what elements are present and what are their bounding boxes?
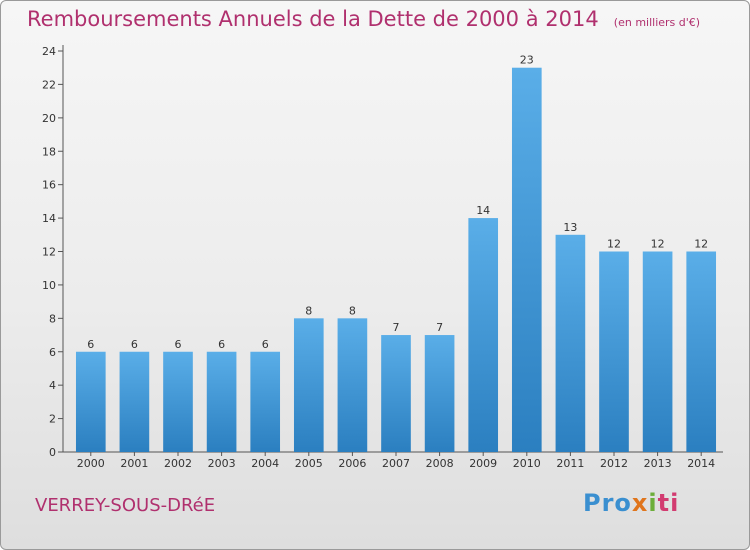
- bar: [119, 351, 150, 452]
- data-label: 6: [262, 338, 269, 351]
- logo-part-2: x: [631, 489, 649, 517]
- x-tick-label: 2005: [295, 457, 323, 470]
- x-tick-label: 2012: [600, 457, 628, 470]
- bar: [206, 351, 237, 452]
- data-label: 7: [436, 321, 443, 334]
- y-tick-label: 10: [42, 279, 56, 292]
- bar: [337, 318, 368, 452]
- title-row: Remboursements Annuels de la Dette de 20…: [27, 7, 700, 31]
- logo-part-4: ti: [657, 489, 680, 517]
- data-label: 6: [87, 338, 94, 351]
- y-tick-label: 12: [42, 246, 56, 259]
- y-tick-label: 24: [42, 45, 56, 58]
- bar: [381, 335, 411, 452]
- data-label: 23: [520, 54, 534, 67]
- bar: [642, 251, 673, 452]
- bar: [424, 335, 455, 452]
- data-label: 12: [651, 238, 665, 251]
- data-label: 8: [305, 304, 312, 317]
- x-tick-label: 2006: [338, 457, 366, 470]
- bar: [468, 218, 499, 452]
- x-tick-label: 2010: [513, 457, 541, 470]
- data-labels: 6 6 6 6 6 8 8 7 7 14 23 13 12 12 12: [87, 54, 708, 351]
- data-label: 6: [175, 338, 182, 351]
- x-tick-label: 2003: [208, 457, 236, 470]
- y-tick-label: 20: [42, 112, 56, 125]
- x-tick-label: 2013: [644, 457, 672, 470]
- chart-title: Remboursements Annuels de la Dette de 20…: [27, 7, 599, 31]
- x-tick-label: 2011: [556, 457, 584, 470]
- chart-subtitle: (en milliers d'€): [613, 16, 701, 29]
- data-label: 14: [476, 204, 490, 217]
- logo-part-3: i: [648, 489, 658, 517]
- bars: [75, 67, 717, 452]
- bar: [293, 318, 324, 452]
- bar: [511, 67, 542, 452]
- bar: [250, 351, 281, 452]
- bar: [163, 351, 193, 452]
- proxiti-logo: Proxiti: [583, 489, 679, 517]
- x-tick-label: 2000: [77, 457, 105, 470]
- x-tick-label: 2004: [251, 457, 279, 470]
- x-tick-label: 2007: [382, 457, 410, 470]
- bar: [686, 251, 717, 452]
- data-label: 6: [218, 338, 225, 351]
- y-tick-label: 2: [49, 413, 56, 426]
- logo-part-1: Pro: [583, 489, 632, 517]
- y-tick-label: 16: [42, 179, 56, 192]
- data-label: 13: [563, 221, 577, 234]
- x-tick-label: 2002: [164, 457, 192, 470]
- data-label: 12: [694, 238, 708, 251]
- bar: [555, 234, 586, 452]
- bar: [75, 351, 106, 452]
- data-label: 12: [607, 238, 621, 251]
- data-label: 8: [349, 304, 356, 317]
- y-tick-label: 8: [49, 312, 56, 325]
- bar: [599, 251, 629, 452]
- x-tick-label: 2008: [426, 457, 454, 470]
- data-label: 7: [393, 321, 400, 334]
- location-name: VERREY-SOUS-DRéE: [35, 495, 216, 516]
- y-tick-label: 18: [42, 145, 56, 158]
- y-tick-label: 6: [49, 346, 56, 359]
- data-label: 6: [131, 338, 138, 351]
- x-tick-label: 2009: [469, 457, 497, 470]
- y-tick-label: 22: [42, 78, 56, 91]
- y-tick-label: 4: [49, 379, 56, 392]
- y-tick-label: 14: [42, 212, 56, 225]
- x-tick-label: 2014: [687, 457, 715, 470]
- x-tick-label: 2001: [120, 457, 148, 470]
- y-tick-label: 0: [49, 446, 56, 459]
